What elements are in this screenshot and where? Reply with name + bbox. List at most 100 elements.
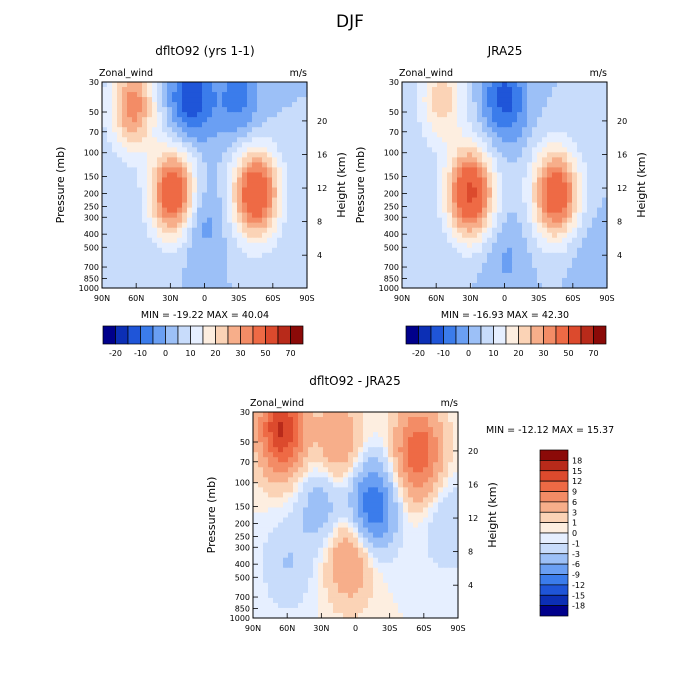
field-cell [338,562,344,569]
field-cell [403,452,409,458]
field-cell [442,197,448,204]
field-cell [432,117,438,123]
field-cell [537,157,543,163]
field-cell [428,427,434,433]
field-cell [217,142,223,148]
field-cell [253,512,259,519]
field-cell [333,577,339,584]
field-cell [562,262,568,269]
field-cell [467,272,473,279]
field-cell [117,147,123,153]
field-cell [522,207,528,214]
field-cell [112,142,118,148]
field-cell [502,247,508,254]
field-cell [398,542,404,549]
field-cell [527,172,533,179]
field-cell [257,142,263,148]
field-cell [398,502,404,509]
field-cell [482,282,488,289]
field-cell [293,462,299,468]
field-cell [602,217,608,224]
field-cell [517,257,523,264]
field-cell [318,547,324,554]
field-cell [227,182,233,189]
field-cell [547,242,553,249]
field-cell [197,247,203,254]
field-cell [432,227,438,234]
field-cell [542,207,548,214]
field-cell [413,592,419,599]
field-cell [597,92,603,98]
field-cell [358,577,364,584]
field-cell [302,277,308,284]
field-cell [237,222,243,229]
field-cell [562,237,568,244]
field-cell [507,247,513,254]
field-cell [247,267,253,274]
field-cell [227,192,233,199]
field-cell [512,197,518,204]
field-cell [298,547,304,554]
field-cell [253,482,259,488]
field-cell [197,257,203,264]
field-cell [402,277,408,284]
field-cell [512,102,518,108]
field-cell [572,252,578,259]
field-cell [487,157,493,163]
field-cell [177,237,183,244]
field-cell [292,132,298,138]
field-cell [467,162,473,169]
field-cell [443,592,449,599]
field-cell [592,127,598,133]
field-cell [328,472,334,478]
field-cell [527,87,533,93]
field-cell [297,252,303,259]
field-cell [338,537,344,544]
field-cell [492,137,498,143]
field-cell [328,437,334,443]
field-cell [522,122,528,128]
field-cell [152,127,158,133]
field-cell [448,467,454,473]
field-cell [333,472,339,478]
field-cell [147,192,153,199]
field-cell [338,507,344,514]
field-cell [522,102,528,108]
field-cell [288,557,294,564]
field-cell [247,212,253,219]
field-cell [278,567,284,574]
field-cell [487,122,493,128]
field-cell [467,222,473,229]
field-cell [353,432,359,438]
field-cell [297,277,303,284]
field-cell [547,92,553,98]
field-cell [152,147,158,153]
field-cell [122,227,128,234]
field-cell [287,272,293,279]
field-cell [107,122,113,128]
field-cell [507,82,513,88]
field-cell [182,162,188,169]
field-cell [532,152,538,158]
field-cell [423,462,429,468]
field-cell [207,252,213,259]
field-cell [192,282,198,289]
field-cell [298,427,304,433]
field-cell [457,277,463,284]
field-cell [448,552,454,559]
field-cell [407,107,413,113]
field-cell [512,232,518,239]
field-cell [442,227,448,234]
field-cell [443,517,449,524]
field-cell [127,87,133,93]
field-cell [393,492,399,499]
field-cell [272,152,278,158]
field-cell [502,92,508,98]
field-cell [557,222,563,229]
field-cell [117,212,123,219]
y-tick-label: 150 [84,173,99,182]
field-cell [217,137,223,143]
field-cell [268,517,274,524]
field-cell [422,82,428,88]
field-cell [552,102,558,108]
